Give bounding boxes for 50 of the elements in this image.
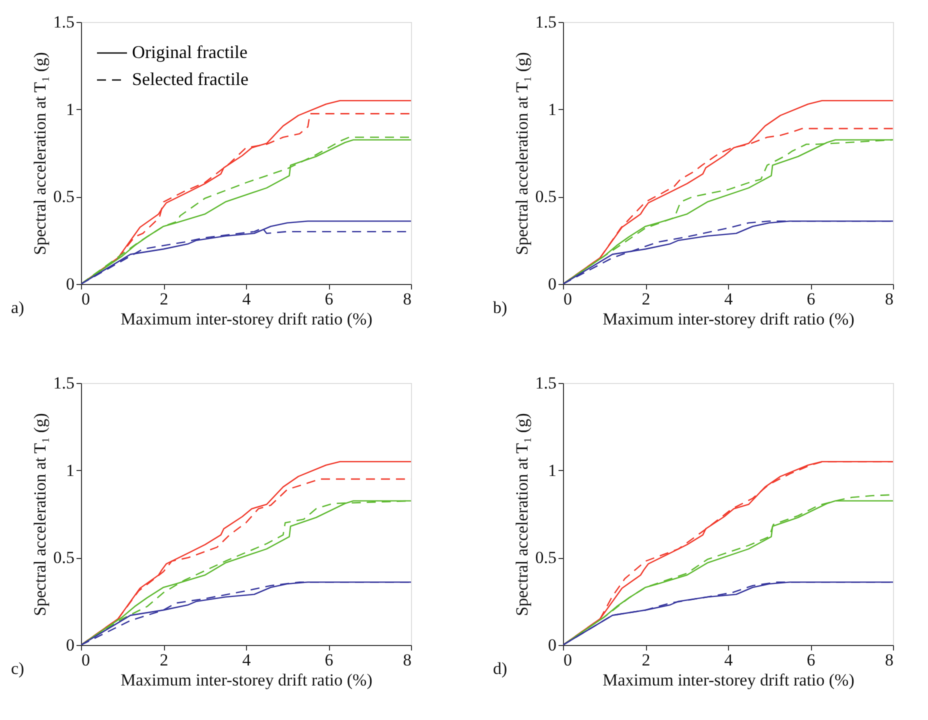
annotation: Selected fractile bbox=[132, 69, 248, 89]
x-tick-label: 2 bbox=[160, 650, 168, 670]
x-tick-label: 0 bbox=[564, 290, 572, 308]
y-tick-label: 0.5 bbox=[535, 548, 556, 568]
y-tick-label: 0.5 bbox=[53, 548, 74, 568]
x-axis-title: Maximum inter-storey drift ratio (%) bbox=[602, 310, 854, 328]
x-tick-label: 0 bbox=[82, 650, 90, 670]
x-tick-label: 4 bbox=[242, 650, 252, 670]
y-tick-label: 0.5 bbox=[53, 187, 74, 206]
y-tick-label: 1 bbox=[66, 460, 74, 480]
x-tick-label: 4 bbox=[242, 290, 252, 308]
y-axis-title: Spectral acceleration at T₁ (g) bbox=[512, 413, 532, 616]
x-tick-label: 0 bbox=[564, 650, 572, 670]
text: b) bbox=[493, 298, 508, 317]
x-tick-label: 6 bbox=[324, 650, 334, 670]
text: d) bbox=[493, 659, 508, 678]
x-axis-title: Maximum inter-storey drift ratio (%) bbox=[120, 670, 372, 690]
text: c) bbox=[11, 659, 24, 678]
text: a) bbox=[11, 298, 24, 317]
x-axis-title: Maximum inter-storey drift ratio (%) bbox=[602, 670, 854, 690]
x-tick-label: 4 bbox=[724, 290, 734, 308]
y-tick-label: 0 bbox=[66, 636, 74, 654]
x-tick-label: 8 bbox=[403, 650, 412, 670]
x-tick-label: 2 bbox=[160, 290, 168, 308]
y-tick-label: 1 bbox=[548, 460, 556, 480]
x-tick-label: 6 bbox=[806, 290, 816, 308]
y-axis-title: Spectral acceleration at T₁ (g) bbox=[30, 52, 50, 255]
x-tick-label: 8 bbox=[885, 290, 894, 308]
y-tick-label: 1.5 bbox=[53, 12, 74, 32]
x-tick-label: 6 bbox=[806, 650, 816, 670]
x-tick-label: 0 bbox=[82, 290, 90, 308]
y-tick-label: 1 bbox=[548, 100, 556, 119]
x-tick-label: 6 bbox=[324, 290, 334, 308]
x-tick-label: 2 bbox=[642, 650, 650, 670]
x-tick-label: 8 bbox=[885, 650, 894, 670]
y-tick-label: 1.5 bbox=[53, 374, 74, 392]
y-axis-title: Spectral acceleration at T₁ (g) bbox=[512, 52, 532, 255]
annotation: Original fractile bbox=[132, 42, 248, 62]
y-tick-label: 1.5 bbox=[535, 12, 556, 32]
y-tick-label: 1 bbox=[66, 100, 74, 119]
y-tick-label: 1.5 bbox=[535, 374, 556, 392]
y-axis-title: Spectral acceleration at T₁ (g) bbox=[30, 413, 50, 616]
x-tick-label: 2 bbox=[642, 290, 650, 308]
y-tick-label: 0 bbox=[548, 636, 556, 654]
y-tick-label: 0.5 bbox=[535, 187, 556, 206]
y-tick-label: 0 bbox=[548, 274, 556, 294]
x-tick-label: 8 bbox=[403, 290, 412, 308]
y-tick-label: 0 bbox=[66, 274, 74, 294]
x-tick-label: 4 bbox=[724, 650, 734, 670]
x-axis-title: Maximum inter-storey drift ratio (%) bbox=[120, 310, 372, 328]
